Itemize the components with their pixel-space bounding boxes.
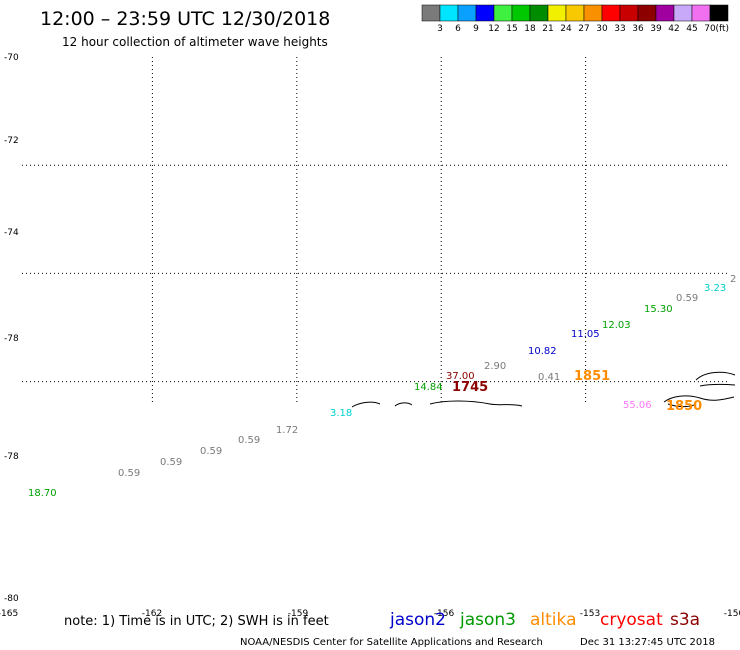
- colorbar-label: 15: [506, 24, 517, 34]
- colorbar-label: 45: [686, 24, 697, 34]
- data-point-label: 0.59: [238, 435, 260, 446]
- data-point-label: 3.18: [330, 408, 352, 419]
- x-tick-label: -156: [434, 609, 455, 619]
- colorbar-unit: (ft): [715, 24, 729, 34]
- data-point-label: 0.59: [200, 446, 222, 457]
- x-tick-label: -153: [580, 609, 600, 619]
- x-axis-ticks: -165 -162 -159 -156 -153 -150: [0, 609, 740, 619]
- colorbar-swatch: [439, 4, 459, 22]
- data-point-label: 10.82: [528, 346, 557, 357]
- data-point-label: 18.70: [28, 488, 57, 499]
- data-point-label: 15.30: [644, 304, 673, 315]
- y-tick-label: -72: [4, 136, 19, 146]
- colorbar-label: 9: [473, 24, 479, 34]
- data-point-label: 2: [730, 274, 736, 285]
- colorbar-swatch: [655, 4, 675, 22]
- colorbar-swatch: [475, 4, 495, 22]
- data-point-label: 14.84: [414, 382, 443, 393]
- colorbar-swatch: [619, 4, 639, 22]
- colorbar-swatch: [583, 4, 603, 22]
- chart-title: 12:00 – 23:59 UTC 12/30/2018: [40, 8, 330, 30]
- colorbar-label: 3: [437, 24, 443, 34]
- y-tick-label: -70: [4, 53, 19, 63]
- legend-item: jason2: [389, 610, 446, 630]
- credit-line: NOAA/NESDIS Center for Satellite Applica…: [240, 637, 543, 648]
- data-point-label: 2.90: [484, 361, 506, 372]
- data-point-label: 37.00: [446, 371, 475, 382]
- colorbar-swatch: [529, 4, 549, 22]
- colorbar-swatch: [637, 4, 657, 22]
- colorbar-label: 24: [560, 24, 572, 34]
- data-point-label: 1851: [574, 369, 610, 384]
- colorbar-swatch: [691, 4, 711, 22]
- timestamp: Dec 31 13:27:45 UTC 2018: [580, 637, 715, 648]
- colorbar-label: 36: [632, 24, 644, 34]
- colorbar-swatch: [601, 4, 621, 22]
- data-point-label: 3.23: [704, 283, 726, 294]
- legend-item: altika: [530, 610, 577, 630]
- x-tick-label: -159: [288, 609, 309, 619]
- color-scale-bar: 3 6 9 12 15 18 21 24 27 30 33 36 39 42 45 70 (ft): [421, 4, 729, 34]
- colorbar-label: 39: [650, 24, 662, 34]
- data-point-label: 55.06: [623, 400, 652, 411]
- data-point-label: 12.03: [602, 320, 631, 331]
- y-tick-label: -78: [4, 334, 19, 344]
- footnote: note: 1) Time is in UTC; 2) SWH is in fe…: [64, 614, 329, 629]
- coastline: [351, 371, 736, 408]
- data-point-label: 1.72: [276, 425, 298, 436]
- colorbar-label: 21: [542, 24, 553, 34]
- wave-height-labels: 10.82 11.05 18.70 14.84 12.03 15.30 1851 1850 37…: [28, 274, 736, 499]
- colorbar-label: 6: [455, 24, 461, 34]
- colorbar-swatch: [457, 4, 477, 22]
- data-point-label: 11.05: [571, 329, 600, 340]
- data-point-label: 1745: [452, 380, 488, 395]
- colorbar-label: 42: [668, 24, 679, 34]
- colorbar-swatch: [709, 4, 729, 22]
- y-tick-label: -78: [4, 452, 19, 462]
- colorbar-swatch: [511, 4, 531, 22]
- y-tick-label: -80: [4, 594, 19, 604]
- colorbar-swatch: [493, 4, 513, 22]
- colorbar-label: 27: [578, 24, 589, 34]
- x-tick-label: -150: [724, 609, 740, 619]
- data-point-label: 0.59: [676, 293, 698, 304]
- x-tick-label: -165: [0, 609, 18, 619]
- y-axis-ticks: -70 -72 -74 -78 -78 -80: [4, 53, 19, 604]
- chart-subtitle: 12 hour collection of altimeter wave hei…: [62, 35, 328, 49]
- x-tick-label: -162: [142, 609, 162, 619]
- legend-item: jason3: [459, 610, 516, 630]
- colorbar-label: 30: [596, 24, 608, 34]
- data-point-label: 0.59: [160, 457, 182, 468]
- legend-item: cryosat: [600, 610, 663, 630]
- colorbar-swatch: [421, 4, 441, 22]
- data-point-label: 0.41: [538, 372, 560, 383]
- data-point-label: 1850: [666, 399, 702, 414]
- y-tick-label: -74: [4, 228, 19, 238]
- colorbar-swatch: [547, 4, 567, 22]
- colorbar-label: 12: [488, 24, 499, 34]
- colorbar-swatch: [565, 4, 585, 22]
- colorbar-label: 33: [614, 24, 625, 34]
- data-point-label: 0.59: [118, 468, 140, 479]
- colorbar-swatch: [673, 4, 693, 22]
- colorbar-label: 18: [524, 24, 536, 34]
- satellite-legend: jason2 jason3 altika cryosat s3a: [389, 610, 700, 630]
- legend-item: s3a: [670, 610, 700, 630]
- colorbar-label: 70: [704, 24, 716, 34]
